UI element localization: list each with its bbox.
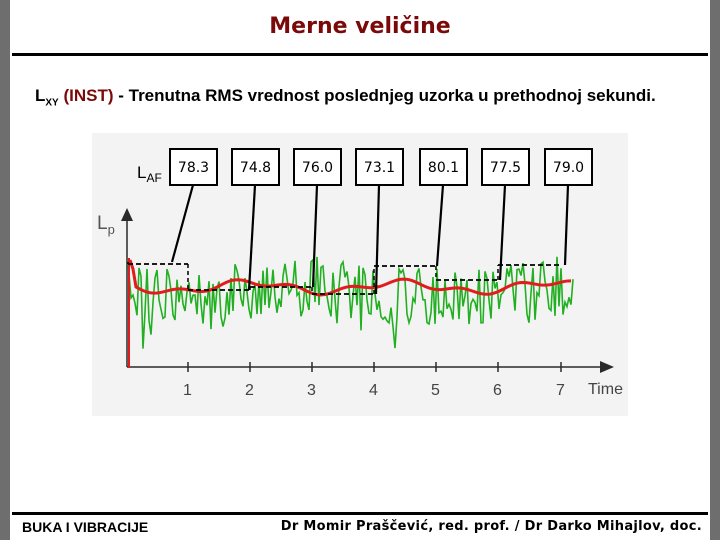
value-leader-line — [170, 184, 195, 263]
value-box — [169, 148, 218, 186]
value-leader-line — [563, 184, 570, 266]
value-box — [419, 148, 468, 186]
value-leader-line — [374, 184, 381, 295]
diagram-axes — [121, 208, 614, 373]
smoothed-level — [128, 258, 572, 368]
footer-course: BUKA I VIBRACIJE — [22, 519, 149, 535]
x-tick-label: 2 — [245, 382, 254, 399]
laf-label: LAF — [137, 163, 162, 185]
value-box-label: 78.3 — [178, 160, 209, 176]
value-box — [481, 148, 530, 186]
subtitle-symbol-sub: XY — [45, 97, 59, 109]
x-axis-arrow — [600, 361, 614, 373]
value-box — [293, 148, 342, 186]
x-tick-label: 6 — [493, 382, 502, 399]
subtitle-text: - Trenutna RMS vrednost poslednjeg uzork… — [113, 86, 656, 105]
value-box — [544, 148, 593, 186]
x-axis-label: Time — [588, 381, 623, 398]
x-tick-label: 1 — [183, 382, 192, 399]
subtitle-inst: (INST) — [63, 86, 114, 105]
value-box — [231, 148, 280, 186]
value-box-label: 74.8 — [240, 160, 271, 176]
value-box — [355, 148, 404, 186]
value-leaders — [170, 184, 570, 295]
x-tick-label: 7 — [556, 382, 565, 399]
left-frame-bar — [0, 0, 10, 540]
y-axis-label: Lp — [97, 213, 115, 237]
right-frame-bar — [710, 0, 720, 540]
value-leader-line — [498, 184, 507, 281]
x-tick-label: 3 — [307, 382, 316, 399]
top-divider — [12, 53, 708, 56]
x-ticks — [187, 362, 562, 372]
value-box-label: 76.0 — [302, 160, 333, 176]
bottom-divider — [12, 512, 708, 515]
value-box-label: 73.1 — [364, 160, 395, 176]
value-leader-line — [435, 184, 445, 267]
value-box-label: 79.0 — [553, 160, 584, 176]
y-axis-label-sub: p — [108, 222, 115, 237]
slide-title: Merne veličine — [269, 14, 451, 39]
laf-label-main: L — [137, 163, 146, 182]
slide-subtitle: LXY (INST) - Trenutna RMS vrednost posle… — [35, 86, 656, 108]
x-tick-label: 5 — [431, 382, 440, 399]
footer-authors: Dr Momir Praščević, red. prof. / Dr Dark… — [280, 519, 702, 534]
value-boxes: 78.3 74.8 76.0 73.1 80.1 77.5 79.0 — [169, 148, 593, 186]
x-tick-label: 4 — [369, 382, 378, 399]
subtitle-symbol: LXY — [35, 86, 59, 109]
value-box-label: 77.5 — [490, 160, 521, 176]
value-leader-line — [247, 184, 257, 291]
smoothed-level-line — [128, 259, 572, 297]
value-box-label: 80.1 — [428, 160, 459, 176]
laf-signal-line — [127, 256, 574, 349]
laf-signal — [127, 256, 574, 349]
x-tick-labels: 1 2 3 4 5 6 7 — [183, 382, 565, 399]
y-axis-arrow — [121, 208, 133, 221]
laf-label-sub: AF — [146, 171, 161, 185]
subtitle-symbol-main: L — [35, 86, 46, 105]
y-axis-label-main: L — [97, 213, 108, 234]
step-levels — [127, 262, 561, 295]
value-leader-line — [311, 184, 319, 288]
